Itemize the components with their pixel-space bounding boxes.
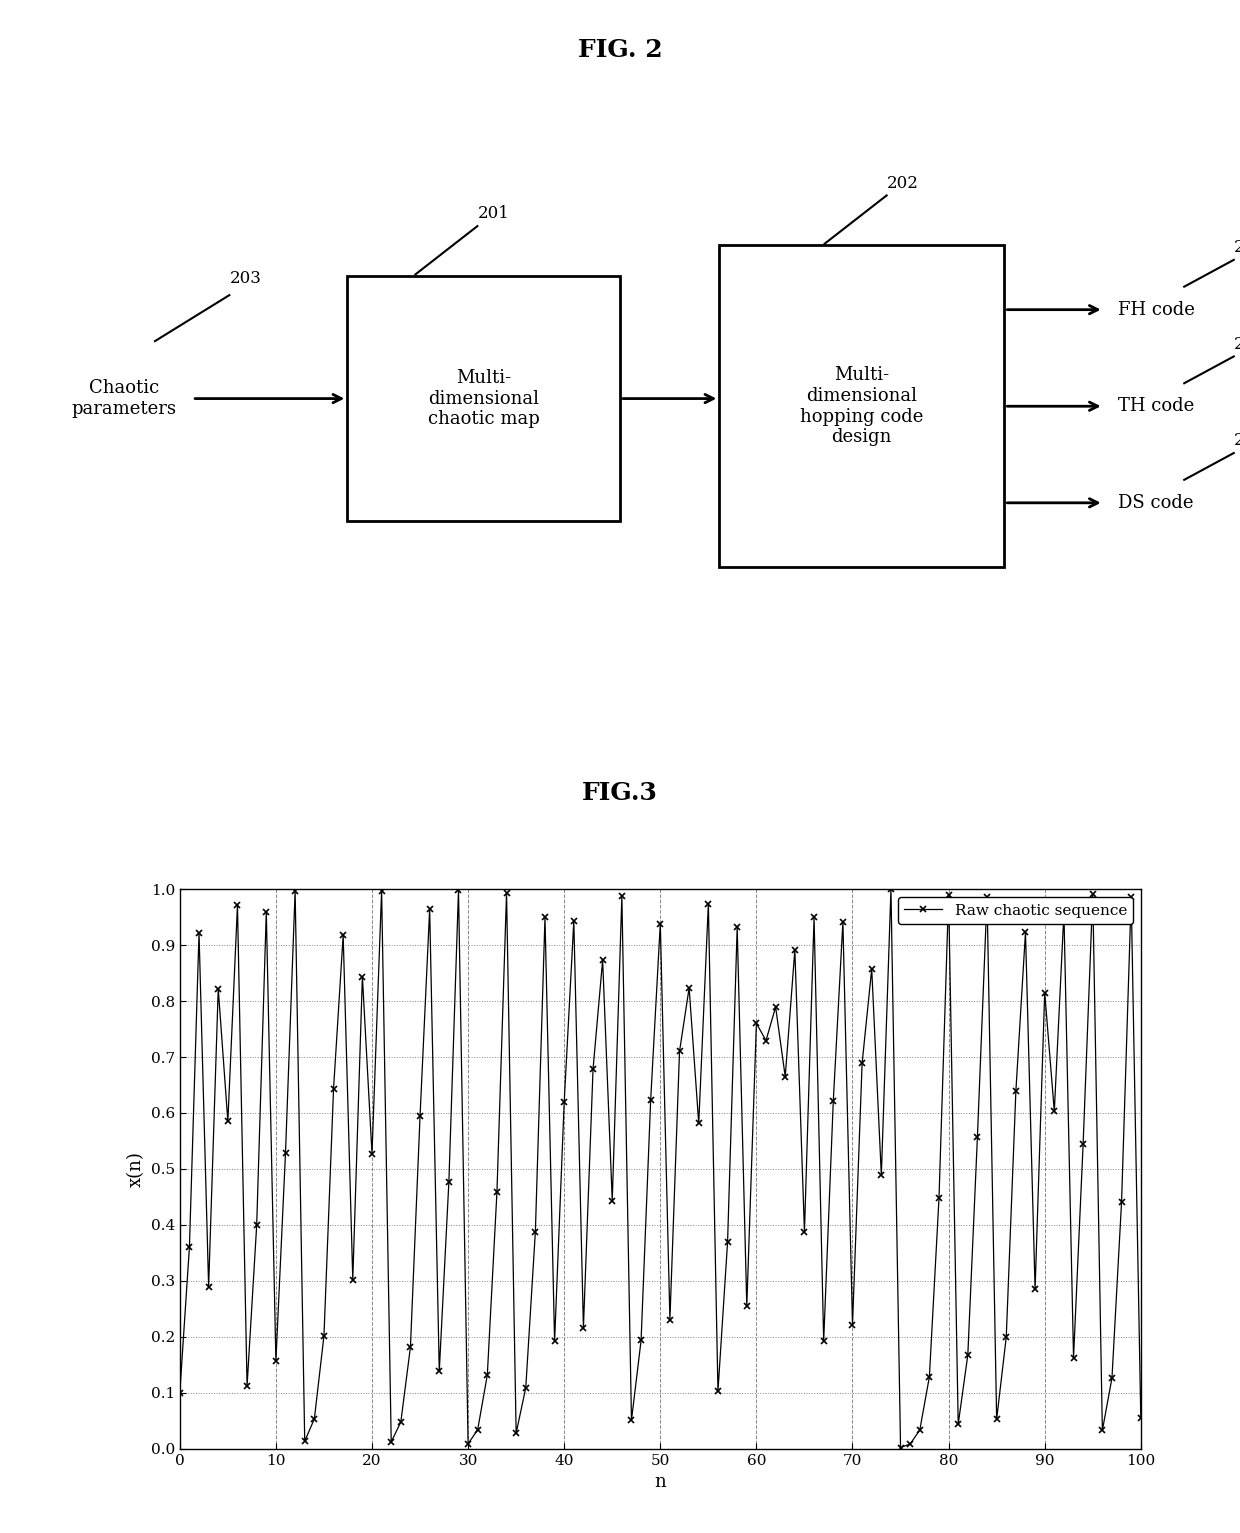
Text: 204: 204 <box>1234 239 1240 256</box>
Line: Raw chaotic sequence: Raw chaotic sequence <box>176 886 1145 1450</box>
Raw chaotic sequence <box>172 1383 187 1401</box>
Raw chaotic sequence <box>883 880 898 898</box>
Bar <box>347 276 620 521</box>
Text: 205: 205 <box>1234 336 1240 353</box>
Text: 206: 206 <box>1234 432 1240 449</box>
Text: 201: 201 <box>477 205 510 222</box>
Raw chaotic sequence <box>1133 1409 1148 1427</box>
Text: FH code: FH code <box>1118 300 1195 319</box>
Text: FIG. 2: FIG. 2 <box>578 38 662 63</box>
Text: TH code: TH code <box>1118 397 1194 415</box>
Text: 202: 202 <box>887 175 919 192</box>
Text: Multi-
dimensional
hopping code
design: Multi- dimensional hopping code design <box>800 366 924 446</box>
Raw chaotic sequence <box>239 1377 254 1395</box>
Raw chaotic sequence <box>913 1421 928 1439</box>
X-axis label: n: n <box>655 1473 666 1492</box>
Text: Multi-
dimensional
chaotic map: Multi- dimensional chaotic map <box>428 369 539 428</box>
Raw chaotic sequence <box>893 1438 908 1456</box>
Raw chaotic sequence <box>749 1015 764 1033</box>
Text: Chaotic
parameters: Chaotic parameters <box>72 379 176 419</box>
Text: FIG.3: FIG.3 <box>582 782 658 805</box>
Raw chaotic sequence <box>614 888 629 906</box>
Text: 203: 203 <box>229 270 262 288</box>
Text: DS code: DS code <box>1118 494 1194 512</box>
Raw chaotic sequence <box>844 1315 859 1334</box>
Legend: Raw chaotic sequence: Raw chaotic sequence <box>898 897 1133 924</box>
Y-axis label: x(n): x(n) <box>128 1151 145 1187</box>
Raw chaotic sequence <box>413 1107 428 1125</box>
Bar <box>719 245 1004 567</box>
